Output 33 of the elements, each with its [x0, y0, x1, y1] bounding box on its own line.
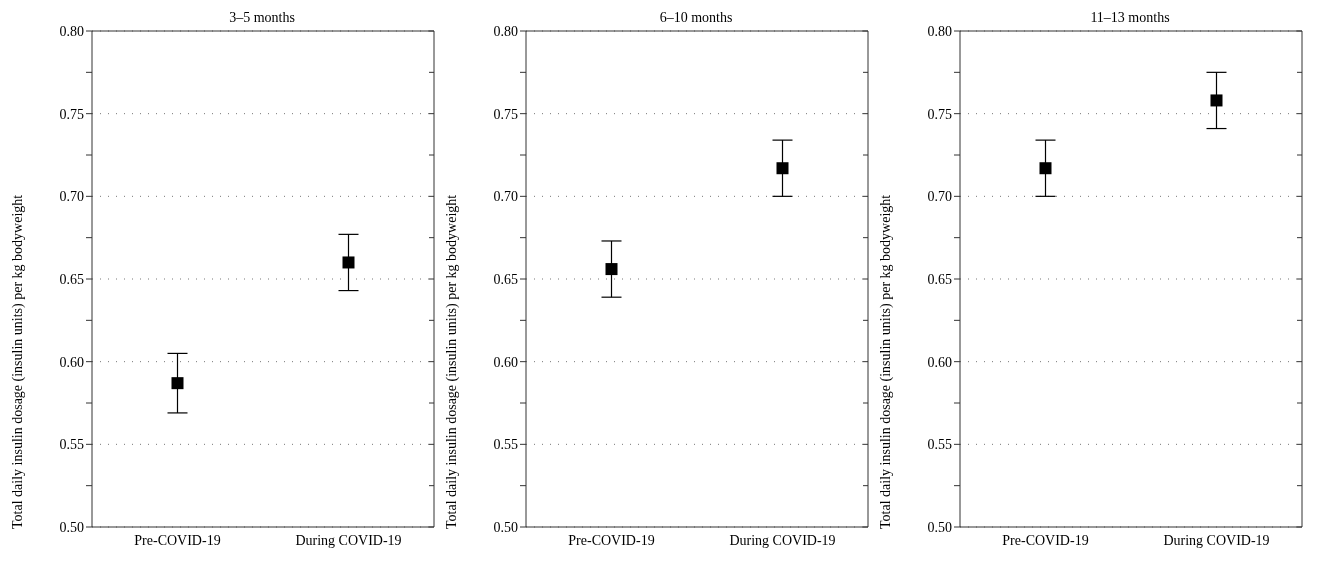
y-tick-label: 0.60 — [493, 354, 518, 370]
y-tick-label: 0.50 — [927, 519, 952, 535]
chart-title: 6–10 months — [658, 10, 734, 26]
y-tick-label: 0.65 — [493, 271, 518, 287]
y-tick-label: 0.75 — [927, 106, 952, 122]
x-tick-label: During COVID-19 — [295, 532, 402, 548]
y-tick-label: 0.50 — [59, 519, 84, 535]
y-axis-title: Total daily insulin dosage (insulin units) per kg bodyweight — [877, 194, 894, 529]
x-tick-label: During COVID-19 — [729, 532, 836, 548]
y-tick-label: 0.50 — [493, 519, 518, 535]
y-axis-title: Total daily insulin dosage (insulin units) per kg bodyweight — [9, 194, 26, 529]
x-tick-label: During COVID-19 — [1163, 532, 1270, 548]
y-tick-label: 0.55 — [493, 437, 518, 453]
chart-title: 11–13 months — [1089, 10, 1171, 26]
y-tick-label: 0.75 — [493, 106, 518, 122]
x-tick-label: Pre-COVID-19 — [134, 532, 221, 548]
x-tick-label: Pre-COVID-19 — [1002, 532, 1089, 548]
y-tick-label: 0.75 — [59, 106, 84, 122]
y-tick-label: 0.80 — [493, 23, 518, 39]
y-tick-label: 0.60 — [927, 354, 952, 370]
y-tick-label: 0.55 — [927, 437, 952, 453]
y-tick-label: 0.55 — [59, 437, 84, 453]
y-axis-title: Total daily insulin dosage (insulin units) per kg bodyweight — [443, 194, 460, 529]
chart-title: 3–5 months — [228, 10, 296, 26]
y-tick-label: 0.65 — [927, 271, 952, 287]
y-tick-label: 0.65 — [59, 271, 84, 287]
y-tick-label: 0.60 — [59, 354, 84, 370]
y-tick-label: 0.80 — [927, 23, 952, 39]
y-tick-label: 0.80 — [59, 23, 84, 39]
y-tick-label: 0.70 — [927, 189, 952, 205]
x-tick-label: Pre-COVID-19 — [568, 532, 655, 548]
y-tick-label: 0.70 — [59, 189, 84, 205]
y-tick-label: 0.70 — [493, 189, 518, 205]
